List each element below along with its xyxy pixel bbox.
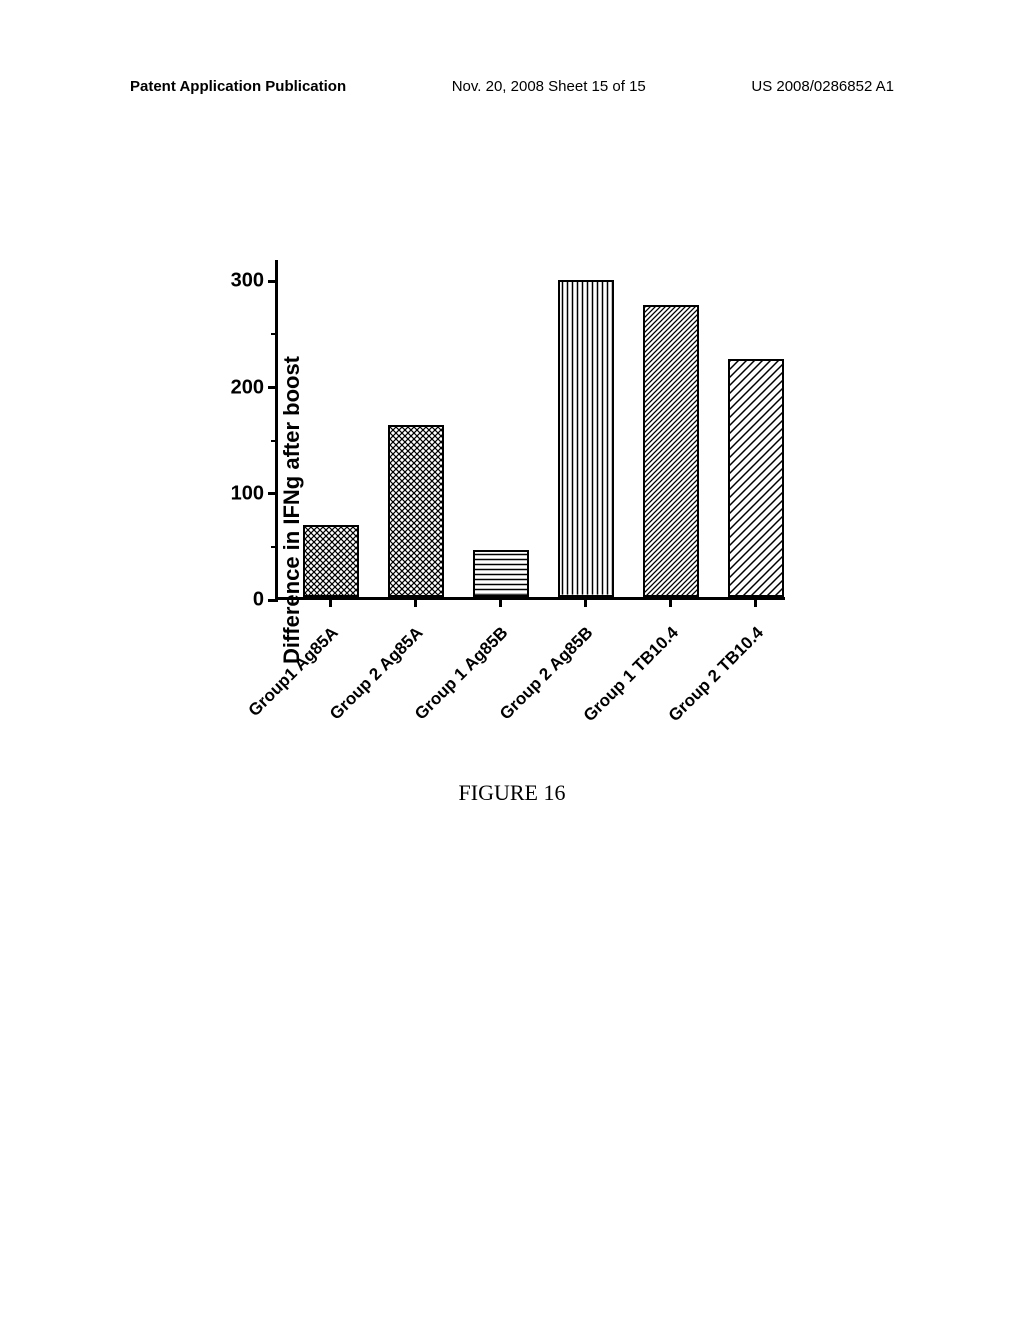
x-tick xyxy=(754,597,757,607)
plot-area: 0100200300Group1 Ag85AGroup 2 Ag85AGroup… xyxy=(275,260,785,600)
y-tick-label: 200 xyxy=(231,376,264,399)
y-tick-major xyxy=(268,492,278,495)
x-tick xyxy=(669,597,672,607)
x-tick xyxy=(584,597,587,607)
header-patent-number: US 2008/0286852 A1 xyxy=(751,78,894,95)
y-tick-label: 100 xyxy=(231,482,264,505)
header-publication: Patent Application Publication xyxy=(130,78,346,95)
y-tick-major xyxy=(268,386,278,389)
page-header: Patent Application Publication Nov. 20, … xyxy=(0,78,1024,95)
bar xyxy=(728,359,784,597)
y-tick-minor xyxy=(271,440,278,442)
x-tick xyxy=(499,597,502,607)
bar xyxy=(558,280,614,597)
bar-chart: Difference in IFNg after boost 010020030… xyxy=(190,260,810,760)
bar xyxy=(303,525,359,597)
y-tick-label: 300 xyxy=(231,270,264,293)
y-tick-label: 0 xyxy=(253,589,264,612)
bar xyxy=(643,305,699,597)
bar xyxy=(473,550,529,597)
header-date-sheet: Nov. 20, 2008 Sheet 15 of 15 xyxy=(452,78,646,95)
y-tick-minor xyxy=(271,333,278,335)
figure-caption: FIGURE 16 xyxy=(0,780,1024,806)
y-tick-major xyxy=(268,280,278,283)
bar xyxy=(388,425,444,597)
y-tick-major xyxy=(268,599,278,602)
x-tick xyxy=(329,597,332,607)
x-tick xyxy=(414,597,417,607)
y-tick-minor xyxy=(271,546,278,548)
